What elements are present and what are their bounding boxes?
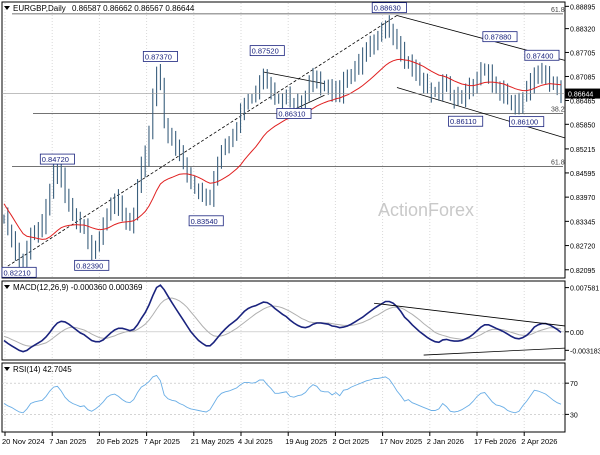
annotation-label: 0.82210 xyxy=(4,268,31,277)
rsi-tick-label: 70 xyxy=(570,381,578,388)
annotation-label: 0.87520 xyxy=(252,47,279,56)
price-tick-label: 0.85850 xyxy=(570,122,595,129)
annotation-box xyxy=(39,153,75,165)
annotation-box xyxy=(482,31,518,43)
annotation-box xyxy=(74,259,110,271)
x-tick-label: 2 Oct 2025 xyxy=(332,437,369,446)
watermark: ActionForex xyxy=(378,200,474,220)
price-panel-frame xyxy=(1,1,566,279)
current-price-box xyxy=(565,88,600,99)
x-tick-label: 17 Feb 2026 xyxy=(474,437,516,446)
trend-line xyxy=(263,71,325,85)
annotation-label: 0.88630 xyxy=(374,4,401,13)
annotation-box xyxy=(142,51,178,62)
macd-signal-line xyxy=(3,297,562,347)
x-tick-label: 19 Aug 2025 xyxy=(285,437,327,446)
x-tick-label: 20 Feb 2025 xyxy=(96,437,138,446)
macd-label: MACD(12,26,9) -0.000360 0.000369 xyxy=(13,283,143,292)
annotation-box xyxy=(371,2,407,14)
macd-panel-frame xyxy=(1,280,566,361)
price-tick-label: 0.82095 xyxy=(570,268,595,275)
x-tick-label: 7 Apr 2025 xyxy=(144,437,180,446)
annotation-label: 0.82390 xyxy=(76,261,103,270)
x-tick-label: 4 Jul 2025 xyxy=(238,437,273,446)
annotation-box xyxy=(1,266,37,278)
rsi-tick-label: 30 xyxy=(570,412,578,419)
annotation-box xyxy=(249,45,285,57)
annotation-box xyxy=(524,49,560,61)
price-tick-label: 0.88895 xyxy=(570,4,595,11)
macd-panel: 0.007581 0.00 -0.003183 xyxy=(2,284,600,356)
x-tick-label: 20 Nov 2024 xyxy=(2,437,45,446)
ohlc-label: 0.86587 0.86662 0.86567 0.86644 xyxy=(72,4,195,13)
annotation-label: 0.84720 xyxy=(42,155,69,164)
macd-line xyxy=(3,284,562,353)
annotation-label: 0.83540 xyxy=(191,217,218,226)
price-axis: 0.88895 0.88320 0.87705 0.87085 0.86465 0.858… xyxy=(2,4,600,275)
price-tick-label: 0.88320 xyxy=(570,27,595,34)
x-tick-label: 7 Jan 2025 xyxy=(49,437,86,446)
fib-label: 61.8 xyxy=(551,7,565,14)
price-tick-label: 0.87085 xyxy=(570,74,595,81)
fib-label: 61.8 xyxy=(551,160,565,167)
annotation-label: 0.86310 xyxy=(278,109,305,118)
rsi-panel-frame xyxy=(1,362,566,433)
x-tick-label: 2 Jan 2026 xyxy=(427,437,464,446)
macd-collapse-icon xyxy=(4,285,10,289)
annotation-box xyxy=(509,116,545,128)
macd-tick-label: -0.003183 xyxy=(570,348,600,355)
current-price-label: 0.86644 xyxy=(568,92,593,99)
x-tick-label: 21 May 2025 xyxy=(191,437,234,446)
trend-line xyxy=(396,87,565,139)
annotation-box xyxy=(448,115,484,127)
x-tick-label: 17 Nov 2025 xyxy=(380,437,423,446)
annotation-box xyxy=(188,215,224,227)
chart-title: EURGBP,Daily xyxy=(13,4,66,13)
annotation-label: 0.87880 xyxy=(484,33,511,42)
price-tick-label: 0.84595 xyxy=(570,171,595,178)
price-tick-label: 0.86465 xyxy=(570,98,595,105)
price-annotations: 0.82210 0.84720 0.82390 0.87370 0.83540 0.875… xyxy=(1,2,560,278)
x-axis: 20 Nov 2024 7 Jan 2025 20 Feb 2025 7 Apr 20… xyxy=(2,432,557,446)
annotation-label: 0.87370 xyxy=(145,52,172,61)
trend-line xyxy=(7,15,398,267)
collapse-triangle-icon xyxy=(4,6,10,10)
rsi-panel: 70 30 xyxy=(2,374,578,419)
annotation-label: 0.86110 xyxy=(450,117,477,126)
macd-tick-label: 0.007581 xyxy=(570,286,599,293)
price-tick-label: 0.87705 xyxy=(570,50,595,57)
sma-series xyxy=(3,58,562,240)
grid-lines xyxy=(4,3,525,431)
annotation-label: 0.87400 xyxy=(526,51,553,60)
annotation-label: 0.86100 xyxy=(511,118,538,127)
price-tick-label: 0.83345 xyxy=(570,219,595,226)
macd-trend-line xyxy=(374,302,565,327)
price-series xyxy=(3,15,562,276)
x-tick-label: 2 Apr 2026 xyxy=(521,437,557,446)
sma-line xyxy=(3,58,562,240)
fib-label: 38.2 xyxy=(551,106,565,113)
price-tick-label: 0.82720 xyxy=(570,244,595,251)
rsi-collapse-icon xyxy=(4,367,10,371)
macd-tick-label: 0.00 xyxy=(570,330,584,337)
price-tick-label: 0.83970 xyxy=(570,195,595,202)
rsi-label: RSI(14) 42.7045 xyxy=(13,365,72,374)
macd-trend-line xyxy=(423,347,565,356)
price-tick-label: 0.85215 xyxy=(570,147,595,154)
annotation-box xyxy=(276,108,312,119)
rsi-line xyxy=(3,374,562,414)
